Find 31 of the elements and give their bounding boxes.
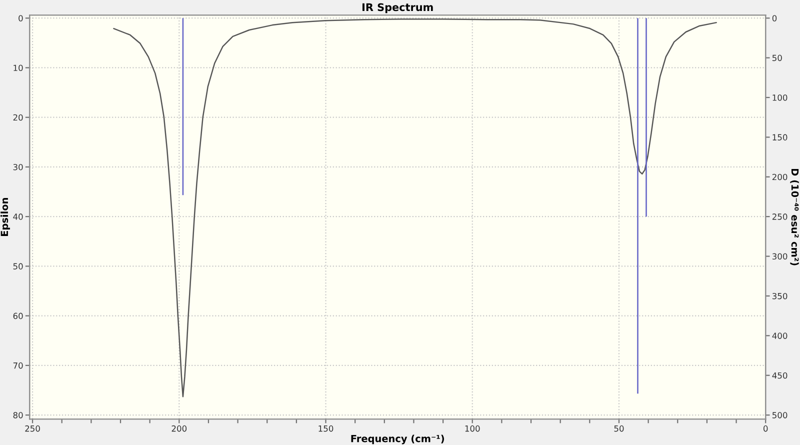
x-tick-label: 100 bbox=[465, 425, 480, 432]
y-tick-label: 10 bbox=[14, 64, 23, 72]
y2-tick-label: 250 bbox=[772, 214, 788, 220]
x-tick-label: 200 bbox=[172, 425, 187, 432]
y-tick-label: 20 bbox=[13, 114, 23, 121]
y-tick-label: 30 bbox=[13, 164, 23, 170]
y-tick-label: 60 bbox=[13, 312, 23, 320]
y2-tick-label: 150 bbox=[772, 134, 788, 140]
y-tick-label: 70 bbox=[13, 362, 23, 369]
y2-tick-label: 300 bbox=[772, 253, 788, 260]
y-tick-label: 50 bbox=[13, 263, 23, 270]
x-tick-label: 250 bbox=[25, 425, 40, 432]
y-tick-label: 40 bbox=[13, 214, 23, 220]
y2-tick-label: 450 bbox=[772, 372, 788, 379]
x-tick-label: 50 bbox=[614, 425, 624, 432]
y2-tick-label: 100 bbox=[772, 94, 788, 101]
y2-tick-label: 400 bbox=[772, 332, 788, 339]
y2-tick-label: 200 bbox=[772, 174, 788, 180]
y-tick-label: 80 bbox=[13, 412, 23, 418]
x-tick-label: 150 bbox=[318, 425, 334, 432]
y-axis-title: Epsilon bbox=[0, 198, 10, 236]
y2-tick-label: 500 bbox=[772, 412, 788, 418]
y2-tick-label: 350 bbox=[772, 292, 788, 300]
x-tick-label: 0 bbox=[764, 425, 768, 432]
chart-title: IR Spectrum bbox=[362, 3, 433, 14]
y2-axis-title: D (10⁻⁴⁰ esu² cm²) bbox=[790, 168, 799, 266]
x-axis-title: Frequency (cm⁻¹) bbox=[351, 434, 444, 444]
y-tick-label: 0 bbox=[18, 15, 23, 22]
y2-tick-label: 50 bbox=[772, 54, 782, 62]
line-series bbox=[113, 18, 717, 398]
y2-tick-label: 0 bbox=[772, 15, 777, 22]
